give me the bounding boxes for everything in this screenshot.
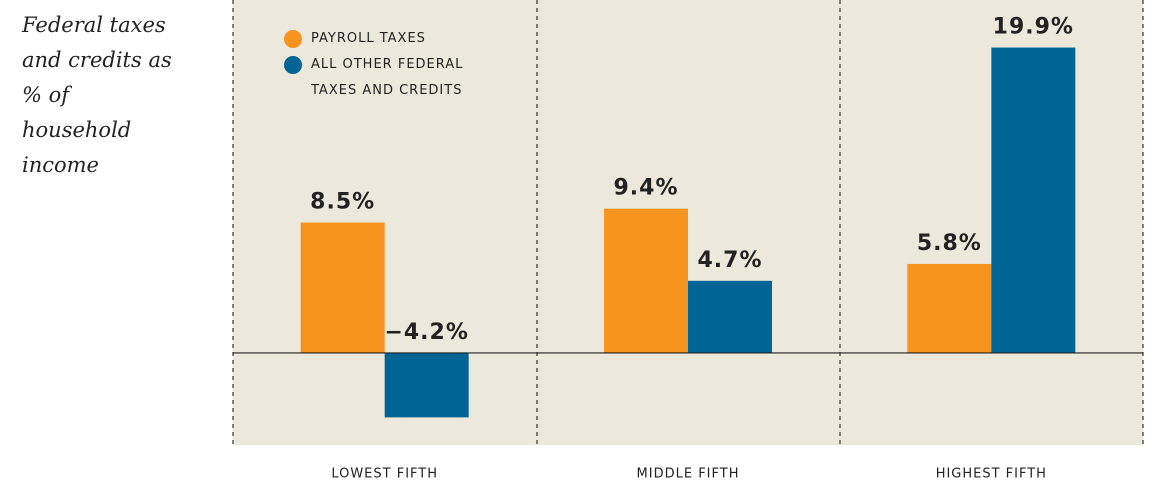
value-label: 19.9%	[993, 15, 1074, 40]
legend-label: ALL OTHER FEDERAL TAXES AND CREDITS	[311, 57, 464, 98]
value-label: 5.8%	[917, 231, 982, 256]
bar	[604, 208, 688, 353]
legend-item: ALL OTHER FEDERAL TAXES AND CREDITS	[284, 52, 504, 104]
value-label: 8.5%	[310, 190, 375, 215]
group-dividers	[232, 0, 1144, 445]
bar	[300, 222, 385, 353]
legend-swatch	[284, 30, 302, 48]
x-tick-label: LOWEST FIFTH	[331, 467, 438, 482]
legend-swatch	[284, 56, 302, 74]
x-tick-label: HIGHEST FIFTH	[936, 467, 1047, 482]
bar	[907, 263, 992, 353]
bar	[688, 280, 772, 353]
value-label: −4.2%	[384, 320, 468, 345]
legend-label: PAYROLL TAXES	[311, 31, 426, 46]
bar	[991, 47, 1076, 353]
bar	[384, 352, 469, 418]
legend-item: PAYROLL TAXES	[284, 26, 504, 52]
value-label: 9.4%	[613, 176, 678, 201]
value-label: 4.7%	[697, 248, 762, 273]
chart-title: Federal taxes and credits as % of househ…	[22, 13, 172, 177]
legend: PAYROLL TAXES ALL OTHER FEDERAL TAXES AND…	[284, 26, 504, 104]
x-tick-label: MIDDLE FIFTH	[637, 467, 740, 482]
